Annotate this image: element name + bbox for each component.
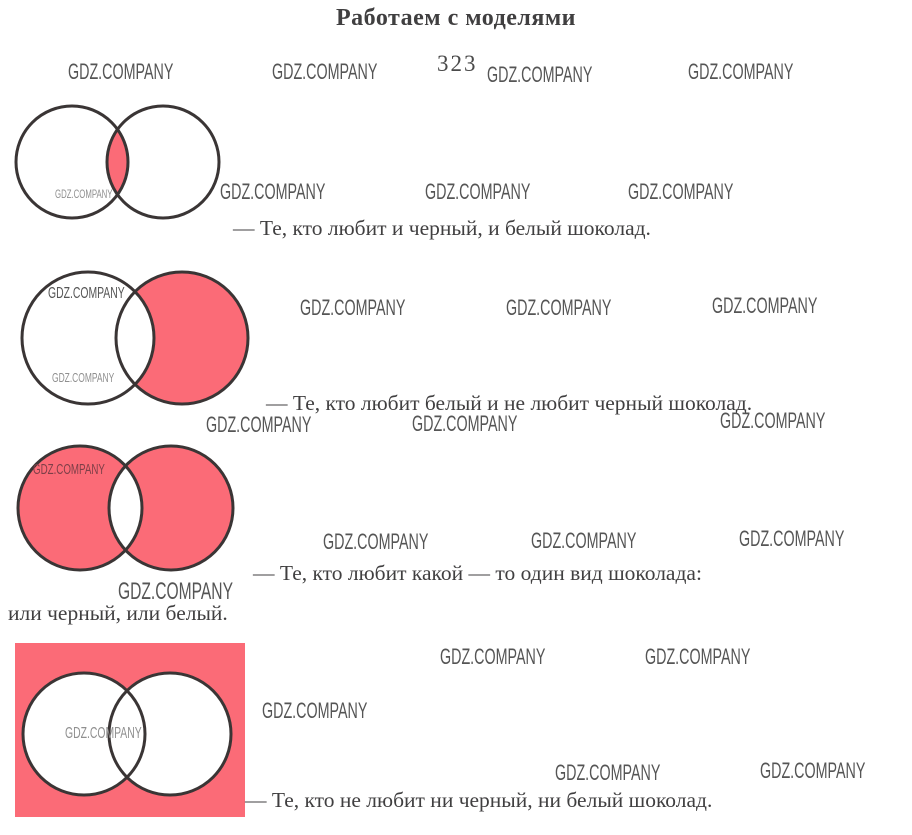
watermark: GDZ.COMPANY — [55, 187, 113, 201]
watermark: GDZ.COMPANY — [300, 295, 406, 320]
venn-diagram-right-only-filled — [20, 270, 250, 406]
watermark: GDZ.COMPANY — [272, 59, 378, 84]
caption-intersection: — Те, кто любит и черный, и белый шокола… — [233, 216, 651, 240]
left-circle — [22, 272, 154, 404]
left-circle — [23, 673, 145, 795]
right-circle — [109, 673, 231, 795]
right-circle-fill — [109, 446, 233, 570]
watermark: GDZ.COMPANY — [52, 370, 115, 385]
caption-symmetric-difference-line2: или черный, или белый. — [8, 601, 228, 625]
venn-diagram-symmetric-difference-filled — [16, 444, 235, 572]
watermark: GDZ.COMPANY — [739, 526, 845, 551]
caption-outside: — Те, кто не любит ни черный, ни белый ш… — [245, 788, 713, 812]
watermark: GDZ.COMPANY — [48, 285, 125, 302]
watermark: GDZ.COMPANY — [206, 412, 312, 437]
venn-diagram-intersection-filled — [14, 104, 221, 220]
watermark: GDZ.COMPANY — [68, 59, 174, 84]
watermark: GDZ.COMPANY — [118, 578, 233, 605]
left-circle-outline — [20, 270, 156, 406]
right-circle-outline — [114, 270, 250, 406]
watermark: GDZ.COMPANY — [555, 760, 661, 785]
left-circle-fill — [18, 446, 142, 570]
right-circle — [107, 106, 219, 218]
left-circle-outline — [14, 104, 130, 220]
venn-diagram-outside-filled — [15, 643, 245, 817]
left-circle-outline — [21, 671, 147, 797]
caption-right-only: — Те, кто любит белый и не любит черный … — [266, 391, 753, 415]
watermark: GDZ.COMPANY — [487, 62, 593, 87]
left-circle-outline — [16, 444, 144, 572]
right-circle-outline — [107, 444, 235, 572]
caption-symmetric-difference: — Те, кто любит какой — то один вид шоко… — [253, 561, 702, 585]
watermark: GDZ.COMPANY — [645, 644, 751, 669]
watermark: GDZ.COMPANY — [720, 408, 826, 433]
page-number: 323 — [437, 51, 478, 76]
watermark: GDZ.COMPANY — [220, 179, 326, 204]
watermark: GDZ.COMPANY — [425, 179, 531, 204]
watermark: GDZ.COMPANY — [262, 698, 368, 723]
watermark: GDZ.COMPANY — [323, 529, 429, 554]
right-circle-outline — [107, 671, 233, 797]
watermark: GDZ.COMPANY — [760, 758, 866, 783]
watermark: GDZ.COMPANY — [33, 461, 105, 478]
watermark: GDZ.COMPANY — [628, 179, 734, 204]
watermark: GDZ.COMPANY — [412, 411, 518, 436]
right-circle-outline — [105, 104, 221, 220]
left-circle — [16, 106, 128, 218]
watermark: GDZ.COMPANY — [65, 725, 142, 742]
watermark: GDZ.COMPANY — [688, 59, 794, 84]
watermark: GDZ.COMPANY — [712, 293, 818, 318]
watermark: GDZ.COMPANY — [440, 644, 546, 669]
right-circle-fill — [116, 272, 248, 404]
watermark: GDZ.COMPANY — [531, 528, 637, 553]
page-title: Работаем с моделями — [335, 5, 577, 31]
watermark: GDZ.COMPANY — [506, 295, 612, 320]
